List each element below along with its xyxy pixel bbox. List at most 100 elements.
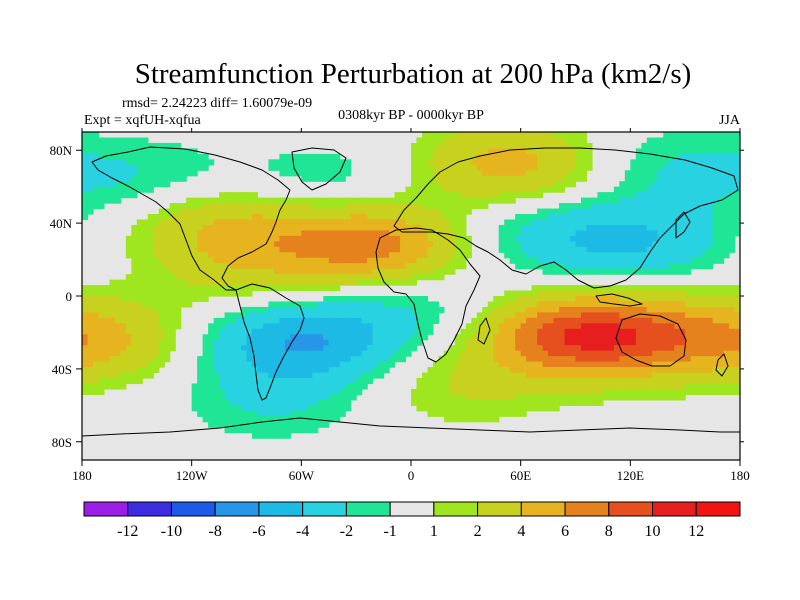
- contour-cell: [98, 186, 105, 193]
- contour-cell: [509, 153, 516, 160]
- contour-cell: [454, 246, 461, 253]
- contour-cell: [570, 317, 577, 324]
- contour-cell: [570, 230, 577, 237]
- contour-cell: [356, 388, 363, 395]
- contour-cell: [273, 328, 280, 335]
- contour-cell: [202, 164, 209, 171]
- contour-cell: [334, 296, 341, 303]
- contour-cell: [301, 235, 308, 242]
- contour-cell: [350, 345, 357, 352]
- contour-cell: [613, 230, 620, 237]
- contour-cell: [641, 388, 648, 395]
- contour-cell: [652, 235, 659, 242]
- contour-cell: [734, 345, 740, 352]
- contour-cell: [570, 252, 577, 259]
- contour-cell: [652, 285, 659, 292]
- contour-cell: [460, 383, 467, 390]
- contour-cell: [356, 230, 363, 237]
- contour-cell: [509, 257, 516, 264]
- contour-cell: [334, 235, 341, 242]
- contour-cell: [295, 323, 302, 330]
- contour-cell: [224, 274, 231, 281]
- contour-cell: [120, 334, 127, 341]
- contour-cell: [224, 372, 231, 379]
- contour-cell: [624, 301, 631, 308]
- contour-cell: [520, 252, 527, 259]
- contour-cell: [246, 192, 253, 199]
- contour-cell: [416, 312, 423, 319]
- contour-cell: [707, 388, 714, 395]
- contour-cell: [109, 290, 116, 297]
- contour-cell: [531, 192, 538, 199]
- contour-cell: [416, 252, 423, 259]
- contour-cell: [87, 350, 94, 357]
- contour-cell: [591, 328, 599, 335]
- contour-cell: [679, 388, 686, 395]
- contour-cell: [219, 246, 226, 253]
- contour-cell: [559, 328, 566, 335]
- contour-cell: [350, 383, 357, 390]
- contour-cell: [120, 367, 127, 374]
- contour-cell: [235, 421, 242, 428]
- contour-cell: [158, 257, 165, 264]
- contour-cell: [504, 372, 511, 379]
- contour-cell: [356, 372, 363, 379]
- contour-cell: [685, 170, 692, 177]
- contour-cell: [657, 378, 664, 385]
- contour-cell: [531, 378, 538, 385]
- contour-cell: [482, 361, 489, 368]
- contour-cell: [570, 208, 577, 215]
- contour-cell: [197, 164, 204, 171]
- contour-cell: [328, 257, 335, 264]
- contour-cell: [504, 148, 511, 155]
- contour-cell: [690, 301, 697, 308]
- contour-cell: [476, 394, 483, 401]
- contour-cell: [712, 203, 719, 210]
- contour-cell: [136, 285, 143, 292]
- contour-cell: [548, 323, 555, 330]
- contour-cell: [241, 345, 248, 352]
- contour-cell: [416, 388, 423, 395]
- contour-cell: [378, 219, 385, 226]
- contour-cell: [87, 203, 94, 210]
- contour-cell: [718, 170, 725, 177]
- contour-cell: [202, 246, 209, 253]
- contour-cell: [241, 192, 248, 199]
- contour-cell: [317, 312, 324, 319]
- contour-cell: [668, 323, 675, 330]
- contour-cell: [301, 224, 308, 231]
- contour-cell: [443, 142, 450, 149]
- contour-cell: [652, 378, 659, 385]
- contour-cell: [564, 257, 571, 264]
- contour-cell: [465, 241, 472, 248]
- contour-cell: [411, 388, 418, 395]
- contour-cell: [531, 399, 538, 406]
- x-tick-label: 180: [730, 468, 750, 483]
- contour-cell: [438, 186, 445, 193]
- contour-cell: [120, 356, 127, 363]
- contour-cell: [498, 405, 505, 412]
- contour-cell: [449, 350, 456, 357]
- contour-cell: [498, 164, 505, 171]
- contour-cell: [712, 361, 719, 368]
- contour-cell: [559, 317, 566, 324]
- contour-cell: [575, 399, 582, 406]
- contour-cell: [608, 246, 615, 253]
- contour-cell: [405, 208, 412, 215]
- contour-cell: [570, 312, 577, 319]
- contour-cell: [570, 241, 577, 248]
- contour-cell: [580, 399, 588, 406]
- contour-cell: [685, 328, 692, 335]
- contour-cell: [542, 263, 549, 270]
- contour-cell: [394, 246, 401, 253]
- contour-cell: [537, 388, 544, 395]
- contour-cell: [646, 257, 653, 264]
- contour-cell: [389, 257, 396, 264]
- contour-cell: [427, 181, 434, 188]
- contour-cell: [109, 137, 116, 144]
- contour-cell: [635, 334, 642, 341]
- contour-cell: [701, 241, 708, 248]
- contour-cell: [575, 306, 582, 313]
- contour-cell: [131, 328, 138, 335]
- contour-cell: [570, 339, 577, 346]
